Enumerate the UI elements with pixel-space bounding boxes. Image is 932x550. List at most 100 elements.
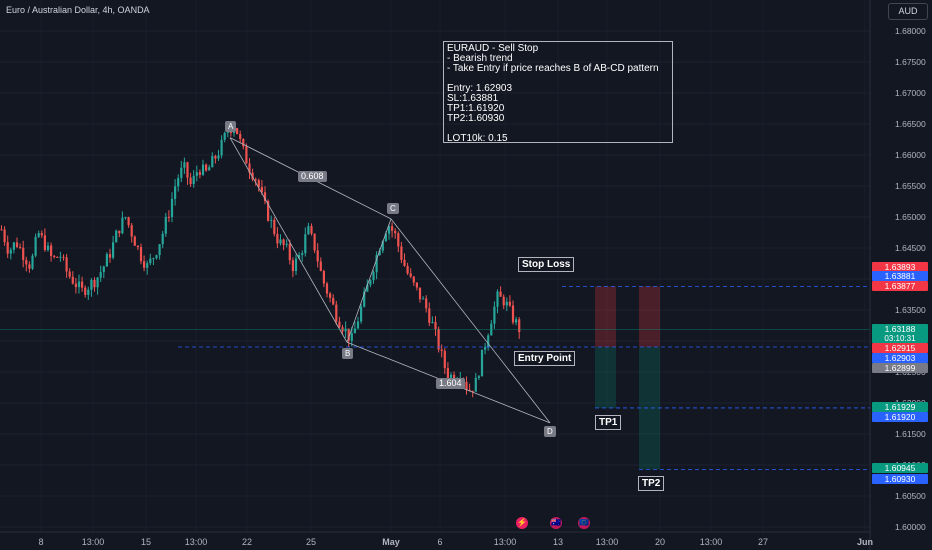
candle-body	[313, 233, 316, 251]
candle-body	[403, 259, 406, 266]
eu-flag-event-icon[interactable]: 🇪🇺	[578, 517, 590, 529]
note-line: LOT10k: 0.15	[447, 133, 508, 144]
candle-body	[397, 233, 400, 247]
candle-body	[0, 229, 3, 231]
candle-body	[161, 233, 164, 245]
candle-body	[366, 284, 369, 292]
candle-body	[59, 256, 62, 258]
price-tag-label: 1.62899	[885, 363, 916, 373]
candle-body	[220, 139, 223, 156]
candle-body	[285, 243, 288, 245]
candle-body	[62, 256, 65, 258]
price-tag-label: 1.61929	[885, 402, 916, 412]
candle-body	[276, 233, 279, 244]
candle-body	[493, 306, 496, 324]
candle-body	[384, 233, 387, 242]
candle-body	[422, 298, 425, 300]
candle-body	[400, 246, 403, 260]
candle-body	[189, 177, 192, 185]
note-line: - Take Entry if price reaches B of AB-CD…	[447, 63, 659, 74]
price-tag-label: 1.63893	[885, 262, 916, 272]
y-tick-label: 1.67500	[895, 57, 926, 67]
candle-body	[279, 239, 282, 244]
au-flag-event-icon[interactable]: 🇦🇺	[550, 517, 562, 529]
leg-cd	[390, 218, 551, 424]
candle-body	[124, 217, 127, 219]
candle-body	[248, 163, 251, 173]
candle-body	[502, 296, 505, 306]
currency-button[interactable]: AUD	[888, 3, 928, 20]
candle-body	[335, 304, 338, 322]
candle-body	[428, 308, 431, 323]
price-tag-label: 1.60945	[885, 463, 916, 473]
candle-body	[443, 350, 446, 369]
candle-body	[84, 287, 87, 295]
candle-body	[499, 291, 502, 297]
candle-body	[167, 216, 170, 218]
candle-body	[201, 164, 205, 175]
price-tag-label: 1.61920	[885, 412, 916, 422]
candle-body	[477, 376, 480, 378]
candle-body	[301, 253, 304, 255]
candle-body	[484, 347, 487, 350]
candle-body	[353, 328, 356, 334]
leg-ab	[229, 137, 348, 343]
price-tag	[872, 402, 928, 412]
candle-body	[77, 281, 81, 288]
candle-body	[440, 349, 443, 351]
candle-body	[229, 131, 232, 134]
candle-body	[56, 256, 59, 258]
candle-body	[6, 242, 9, 254]
note-line: SL:1.63881	[447, 93, 499, 104]
price-tags: 1.638931.638811.638771.6318803:10:311.62…	[872, 262, 928, 484]
symbol-title[interactable]: Euro / Australian Dollar, 4h, OANDA	[6, 5, 150, 15]
candle-body	[360, 306, 363, 322]
price-tag	[872, 353, 928, 363]
candle-body	[37, 233, 40, 237]
x-tick-label: 13	[553, 537, 563, 547]
y-tick-label: 1.68000	[895, 26, 926, 36]
candle-body	[515, 319, 518, 323]
point-b-label: B	[342, 348, 354, 359]
y-tick-label: 1.64500	[895, 243, 926, 253]
price-tag	[872, 262, 928, 272]
candle-body	[375, 255, 378, 273]
candle-body	[53, 255, 56, 257]
target-zone-1	[595, 347, 616, 408]
y-tick-label: 1.60000	[895, 522, 926, 532]
candle-body	[25, 260, 28, 265]
price-tag	[872, 363, 928, 373]
stop-zone-2	[639, 286, 660, 348]
point-c-label: C	[387, 203, 399, 214]
candle-body	[316, 250, 319, 262]
x-tick-label: May	[382, 537, 400, 547]
trade-note[interactable]: EURAUD - Sell Stop - Bearish trend - Take …	[443, 41, 673, 144]
candle-body	[245, 146, 248, 164]
price-tag	[872, 474, 928, 484]
y-tick-label: 1.67000	[895, 88, 926, 98]
note-line: TP2:1.60930	[447, 113, 505, 124]
x-tick-label: 15	[141, 537, 151, 547]
candle-body	[15, 242, 19, 247]
candle-body	[518, 319, 521, 333]
candle-body	[183, 162, 186, 168]
note-line: EURAUD - Sell Stop	[447, 43, 539, 54]
candle-body	[254, 179, 257, 181]
candle-body	[198, 172, 201, 175]
lightning-event-icon[interactable]: ⚡	[516, 517, 528, 529]
x-axis: 8 13:00 15 13:00 22 25 May 6 13:00 13 13:00 20 13:00…	[0, 531, 873, 547]
candle-body	[270, 219, 273, 221]
candle-body	[288, 243, 291, 261]
candle-body	[211, 156, 214, 168]
candle-body	[205, 164, 208, 171]
x-tick-label: 8	[38, 537, 43, 547]
risk-reward-boxes	[595, 286, 660, 470]
candle-body	[43, 235, 46, 251]
candle-body	[406, 265, 409, 274]
candle-body	[133, 236, 136, 246]
candle-body	[372, 272, 375, 281]
candle-body	[322, 270, 325, 284]
candle-body	[409, 273, 412, 277]
candle-body	[415, 282, 418, 288]
